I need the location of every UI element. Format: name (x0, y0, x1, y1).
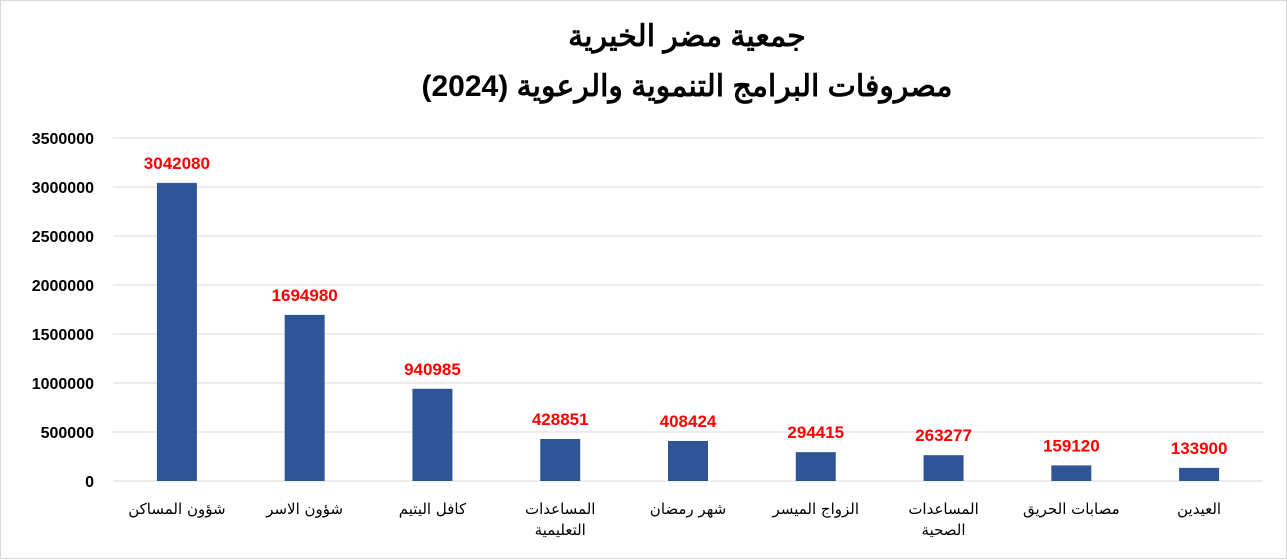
x-tick-label: الزواج الميسر (772, 500, 859, 519)
x-tick-label: شؤون الاسر (265, 500, 343, 518)
bar (1179, 467, 1220, 481)
data-label: 428851 (532, 410, 589, 429)
bar (156, 182, 197, 481)
x-tick-label: العيدين (1177, 500, 1221, 518)
bar (284, 314, 325, 481)
y-axis: 0 500000 1000000 1500000 2000000 2500000 30000… (32, 131, 94, 491)
y-tick-label: 500000 (41, 425, 94, 442)
y-tick-label: 1000000 (32, 376, 94, 393)
x-tick-label: الصحية (922, 521, 966, 539)
y-tick-label: 0 (85, 474, 94, 491)
x-tick-label: شؤون المساكن (128, 500, 225, 518)
bar (668, 440, 708, 481)
data-label: 408424 (660, 412, 717, 431)
bar (795, 452, 836, 481)
x-axis: شؤون المساكن شؤون الاسر كافل اليتيم المساعد… (128, 500, 1221, 539)
y-tick-label: 1500000 (32, 327, 94, 344)
bar (1051, 465, 1092, 481)
data-label: 3042080 (144, 154, 210, 173)
y-tick-label: 3000000 (32, 180, 94, 197)
data-label: 159120 (1043, 436, 1100, 455)
bar (923, 455, 964, 481)
y-tick-label: 2500000 (32, 229, 94, 246)
chart-subtitle: مصروفات البرامج التنموية والرعوية (2024) (422, 70, 953, 104)
x-tick-label: شهر رمضان (650, 500, 726, 518)
x-tick-label: المساعدات (525, 500, 595, 518)
chart-title: جمعية مضر الخيرية (568, 20, 806, 54)
x-tick-label: التعليمية (535, 521, 586, 539)
bar (412, 388, 453, 481)
data-label: 294415 (787, 423, 844, 442)
bars (156, 182, 1220, 481)
y-tick-label: 3500000 (32, 131, 94, 148)
x-tick-label: المساعدات (908, 500, 978, 518)
data-labels: 3042080 1694980 940985 428851 408424 294415 26… (144, 154, 1228, 458)
data-label: 1694980 (272, 286, 338, 305)
bar (540, 438, 581, 481)
data-label: 133900 (1171, 439, 1228, 458)
x-tick-label: كافل اليتيم (399, 500, 467, 518)
data-label: 263277 (915, 426, 972, 445)
data-label: 940985 (404, 360, 461, 379)
x-tick-label: مصابات الحريق (1023, 500, 1120, 518)
y-tick-label: 2000000 (32, 278, 94, 295)
